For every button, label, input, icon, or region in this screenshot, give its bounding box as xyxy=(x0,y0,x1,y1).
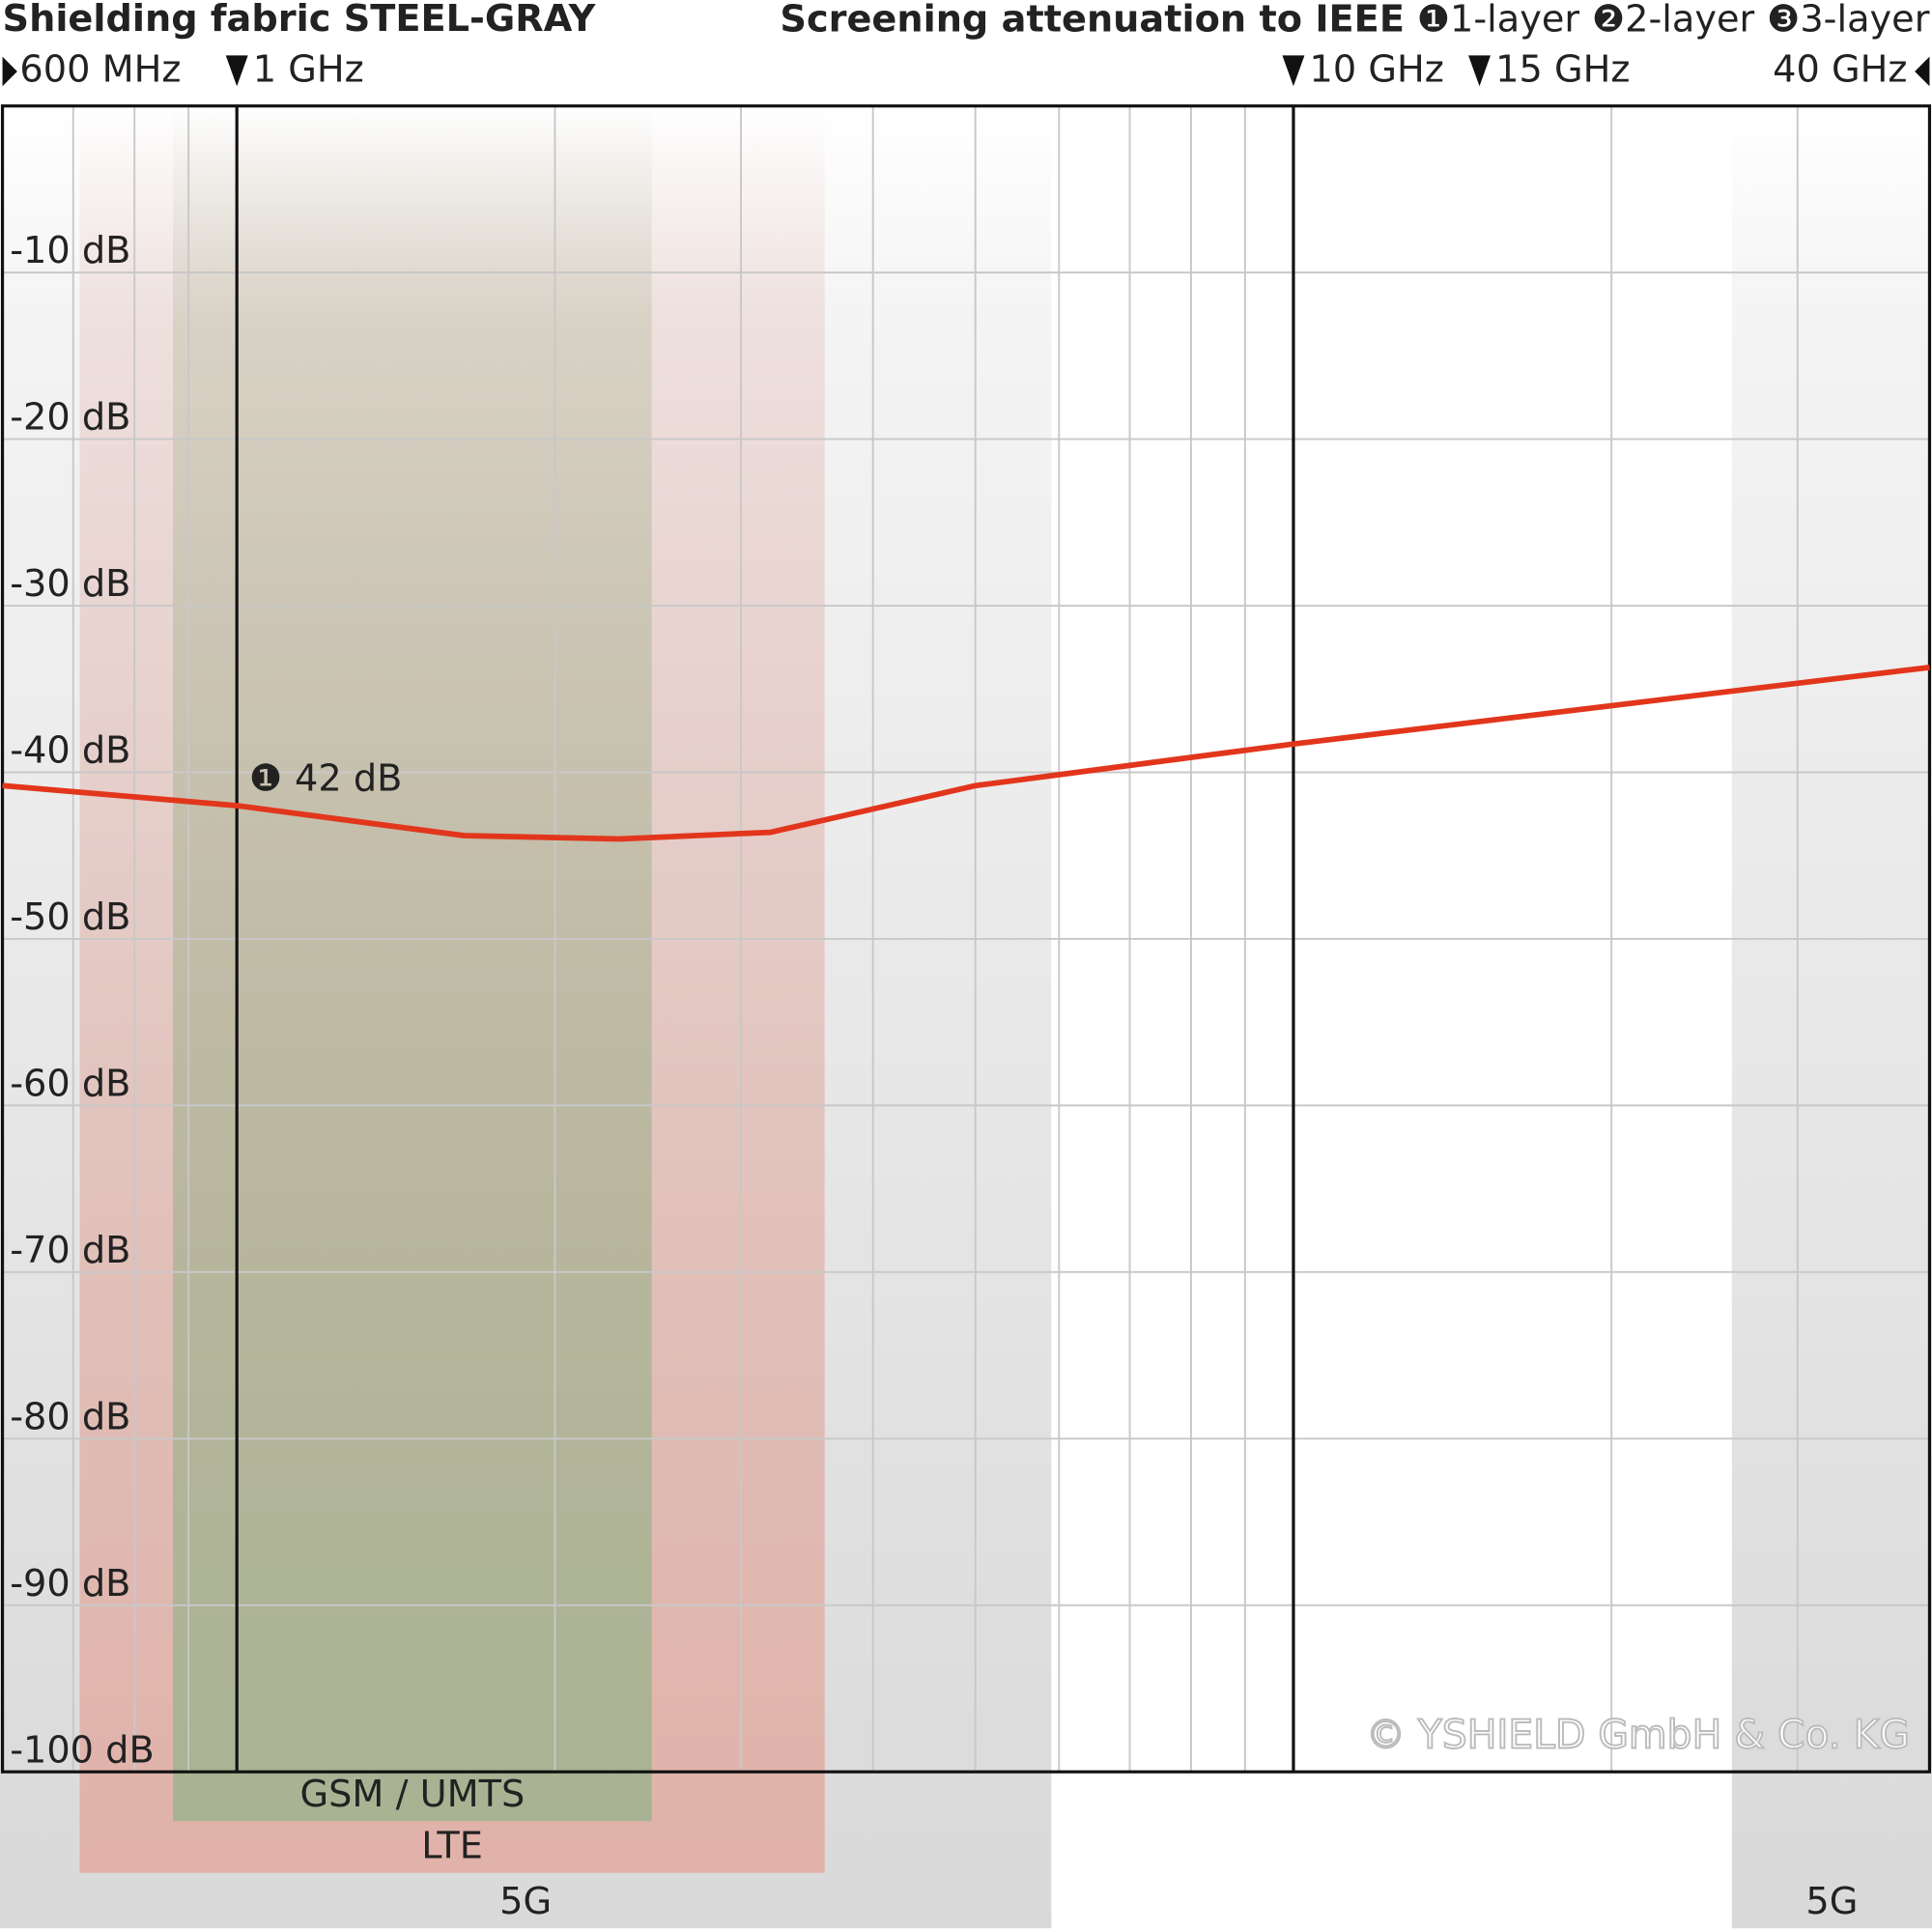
annotation-marker: ❶ xyxy=(249,756,282,800)
data-line xyxy=(2,664,1930,842)
plot-frame xyxy=(0,104,1932,1774)
frequency-band xyxy=(173,105,652,1822)
legend-marker: ❶ xyxy=(1417,0,1450,41)
band-label: GSM / UMTS xyxy=(299,1773,525,1816)
frequency-band xyxy=(1731,105,1932,1929)
band-label: 5G xyxy=(1805,1880,1858,1923)
tick-marker xyxy=(225,55,248,87)
x-tick-label: 40 GHz xyxy=(1773,47,1907,91)
x-tick-label: 600 MHz xyxy=(19,47,181,91)
legend-entry: 2-layer xyxy=(1625,0,1754,41)
annotation: ❶ 42 dB xyxy=(249,756,402,800)
y-tick-label: -10 dB xyxy=(10,229,130,272)
copyright: © YSHIELD GmbH & Co. KG xyxy=(1366,1711,1910,1757)
legend-entry: 3-layer xyxy=(1800,0,1929,41)
annotation-text: 42 dB xyxy=(295,756,402,800)
band-label: LTE xyxy=(421,1825,483,1868)
legend: Screening attenuation to IEEE ❶1-layer ❷2-… xyxy=(780,0,1929,41)
band-label: 5G xyxy=(499,1880,552,1923)
y-tick-label: -80 dB xyxy=(10,1395,130,1438)
y-tick-label: -20 dB xyxy=(10,396,130,440)
legend-entry: 1-layer xyxy=(1450,0,1579,41)
y-tick-label: -40 dB xyxy=(10,729,130,773)
y-tick-label: -30 dB xyxy=(10,562,130,606)
tick-marker xyxy=(1282,55,1305,87)
tick-marker xyxy=(1915,56,1930,87)
x-tick-label: 10 GHz xyxy=(1310,47,1444,91)
subtitle: Screening attenuation to IEEE xyxy=(780,0,1405,41)
legend-marker: ❸ xyxy=(1767,0,1800,41)
y-tick-label: -60 dB xyxy=(10,1062,130,1105)
y-tick-label: -70 dB xyxy=(10,1229,130,1272)
tick-marker xyxy=(1468,55,1492,87)
y-tick-label: -90 dB xyxy=(10,1562,130,1605)
x-tick-label: 1 GHz xyxy=(253,47,364,91)
y-tick-label: -100 dB xyxy=(10,1728,155,1772)
chart-title: Shielding fabric STEEL-GRAY xyxy=(3,0,597,41)
y-tick-label: -50 dB xyxy=(10,895,130,939)
tick-marker xyxy=(2,56,17,87)
x-tick-label: 15 GHz xyxy=(1495,47,1630,91)
legend-marker: ❷ xyxy=(1592,0,1625,41)
